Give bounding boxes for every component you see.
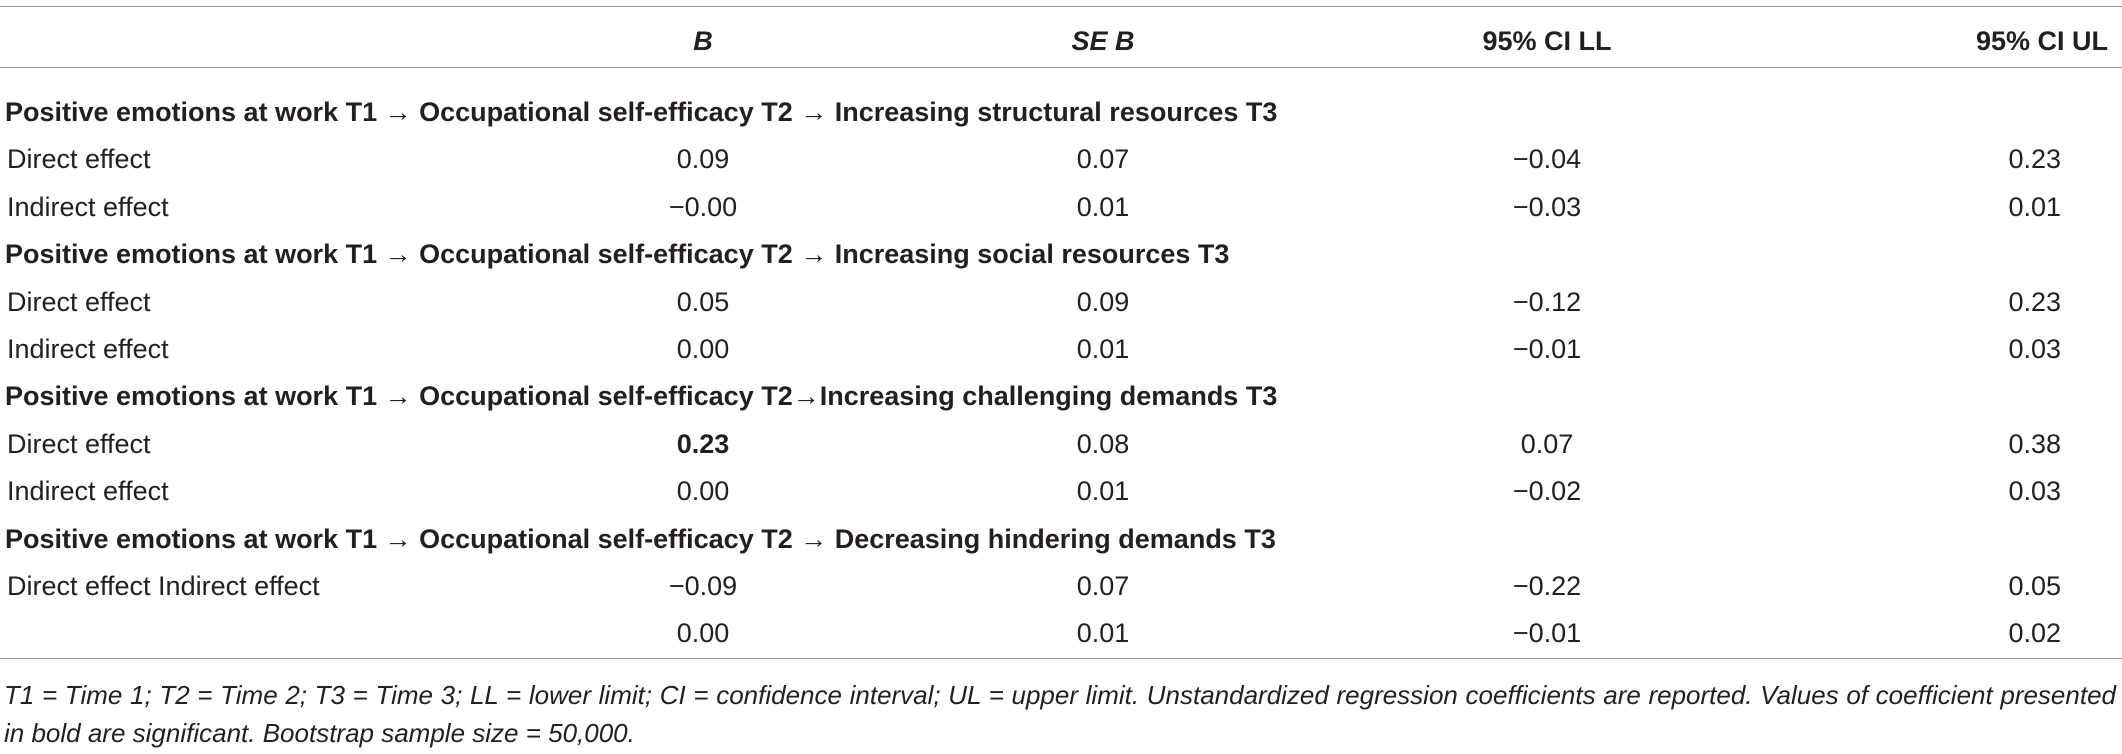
cell-value: 0.03 xyxy=(2008,334,2061,364)
cell-value: 0.01 xyxy=(1076,618,1130,649)
cell-value: 0.38 xyxy=(2008,428,2061,459)
cell-value: 0.07 xyxy=(1520,428,1574,459)
row-label: Direct effect xyxy=(7,286,151,317)
section-title: Positive emotions at work T1 → Occupatio… xyxy=(5,523,1276,554)
cell-value: 0.00 xyxy=(676,476,730,507)
column-header: 95% CI LL xyxy=(1482,26,1612,56)
cell-value: −0.01 xyxy=(1512,334,1582,364)
cell-value: −0.04 xyxy=(1512,144,1582,175)
cell-value: 0.09 xyxy=(676,144,730,175)
cell-value: −0.03 xyxy=(1512,191,1582,222)
cell-value: 0.01 xyxy=(1076,334,1130,364)
cell-value: 0.07 xyxy=(1076,571,1130,601)
cell-value: −0.22 xyxy=(1512,571,1582,601)
top-rule xyxy=(0,6,2122,7)
cell-value: −0.00 xyxy=(668,191,738,222)
cell-value: 0.03 xyxy=(2008,476,2061,507)
cell-value: −0.02 xyxy=(1512,476,1582,507)
cell-value: 0.01 xyxy=(1076,476,1130,507)
cell-value: 0.02 xyxy=(2008,618,2061,649)
section-title: Positive emotions at work T1 → Occupatio… xyxy=(5,97,1278,127)
row-label: Indirect effect xyxy=(7,191,169,222)
column-header: SE B xyxy=(1071,26,1135,56)
bottom-rule xyxy=(0,658,2122,659)
cell-value: 0.09 xyxy=(1076,286,1130,317)
cell-value: 0.07 xyxy=(1076,144,1130,175)
header-rule xyxy=(0,67,2122,68)
cell-value: 0.08 xyxy=(1076,428,1130,459)
cell-value: 0.00 xyxy=(676,334,730,364)
cell-value: −0.12 xyxy=(1512,286,1582,317)
cell-value: 0.23 xyxy=(2008,286,2061,317)
column-header: 95% CI UL xyxy=(1975,26,2108,56)
row-label: Direct effect xyxy=(7,144,151,175)
cell-value: 0.23 xyxy=(2008,144,2061,175)
row-label: Direct effect xyxy=(7,428,151,459)
row-label: Direct effect Indirect effect xyxy=(7,571,320,601)
row-label: Indirect effect xyxy=(7,334,169,364)
footnote: T1 = Time 1; T2 = Time 2; T3 = Time 3; L… xyxy=(4,680,2116,748)
row-label: Indirect effect xyxy=(7,476,169,507)
cell-value: 0.01 xyxy=(1076,191,1130,222)
column-header: B xyxy=(693,26,713,56)
cell-value: 0.05 xyxy=(2008,571,2061,601)
section-title: Positive emotions at work T1 → Occupatio… xyxy=(5,239,1230,270)
cell-value: −0.01 xyxy=(1512,618,1582,649)
cell-value: 0.00 xyxy=(676,618,730,649)
cell-value: 0.05 xyxy=(676,286,730,317)
section-title: Positive emotions at work T1 → Occupatio… xyxy=(5,381,1278,412)
cell-value: 0.23 xyxy=(676,428,730,459)
cell-value: −0.09 xyxy=(668,571,738,601)
cell-value: 0.01 xyxy=(2008,191,2061,222)
